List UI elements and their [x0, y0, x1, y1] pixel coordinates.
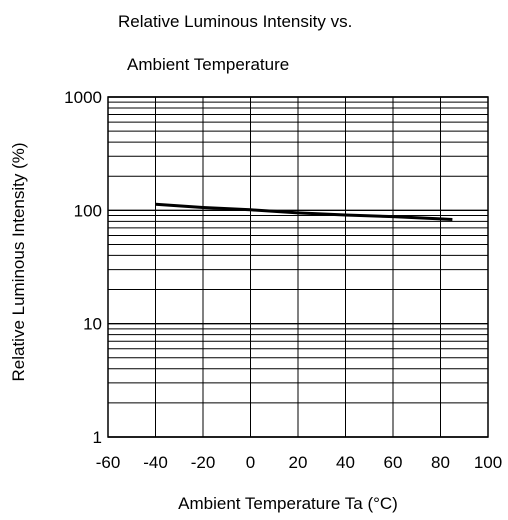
y-axis-label: Relative Luminous Intensity (%): [9, 142, 28, 381]
y-tick-labels: 1 10 100 1000: [64, 88, 102, 447]
x-tick-label: 80: [431, 453, 450, 472]
x-tick-label: 60: [384, 453, 403, 472]
x-tick-label: 40: [336, 453, 355, 472]
x-tick-label: 20: [289, 453, 308, 472]
chart-title-line-2: Ambient Temperature: [127, 55, 290, 74]
y-tick-label: 100: [74, 201, 102, 220]
x-tick-label: 0: [246, 453, 255, 472]
x-tick-label: -20: [191, 453, 216, 472]
x-tick-label: 100: [474, 453, 502, 472]
y-tick-label: 1: [93, 428, 102, 447]
x-tick-label: -40: [143, 453, 168, 472]
y-tick-label: 1000: [64, 88, 102, 107]
series-line: [155, 202, 453, 221]
x-axis-label: Ambient Temperature Ta (°C): [178, 494, 398, 513]
series-layer: [155, 202, 453, 221]
x-tick-labels: -60 -40 -20 0 20 40 60 80 100: [96, 453, 502, 472]
chart-title-line-1: Relative Luminous Intensity vs.: [118, 12, 353, 31]
plot-frame: [107, 96, 489, 438]
major-gridlines: [107, 96, 489, 438]
x-tick-label: -60: [96, 453, 121, 472]
y-tick-label: 10: [83, 315, 102, 334]
